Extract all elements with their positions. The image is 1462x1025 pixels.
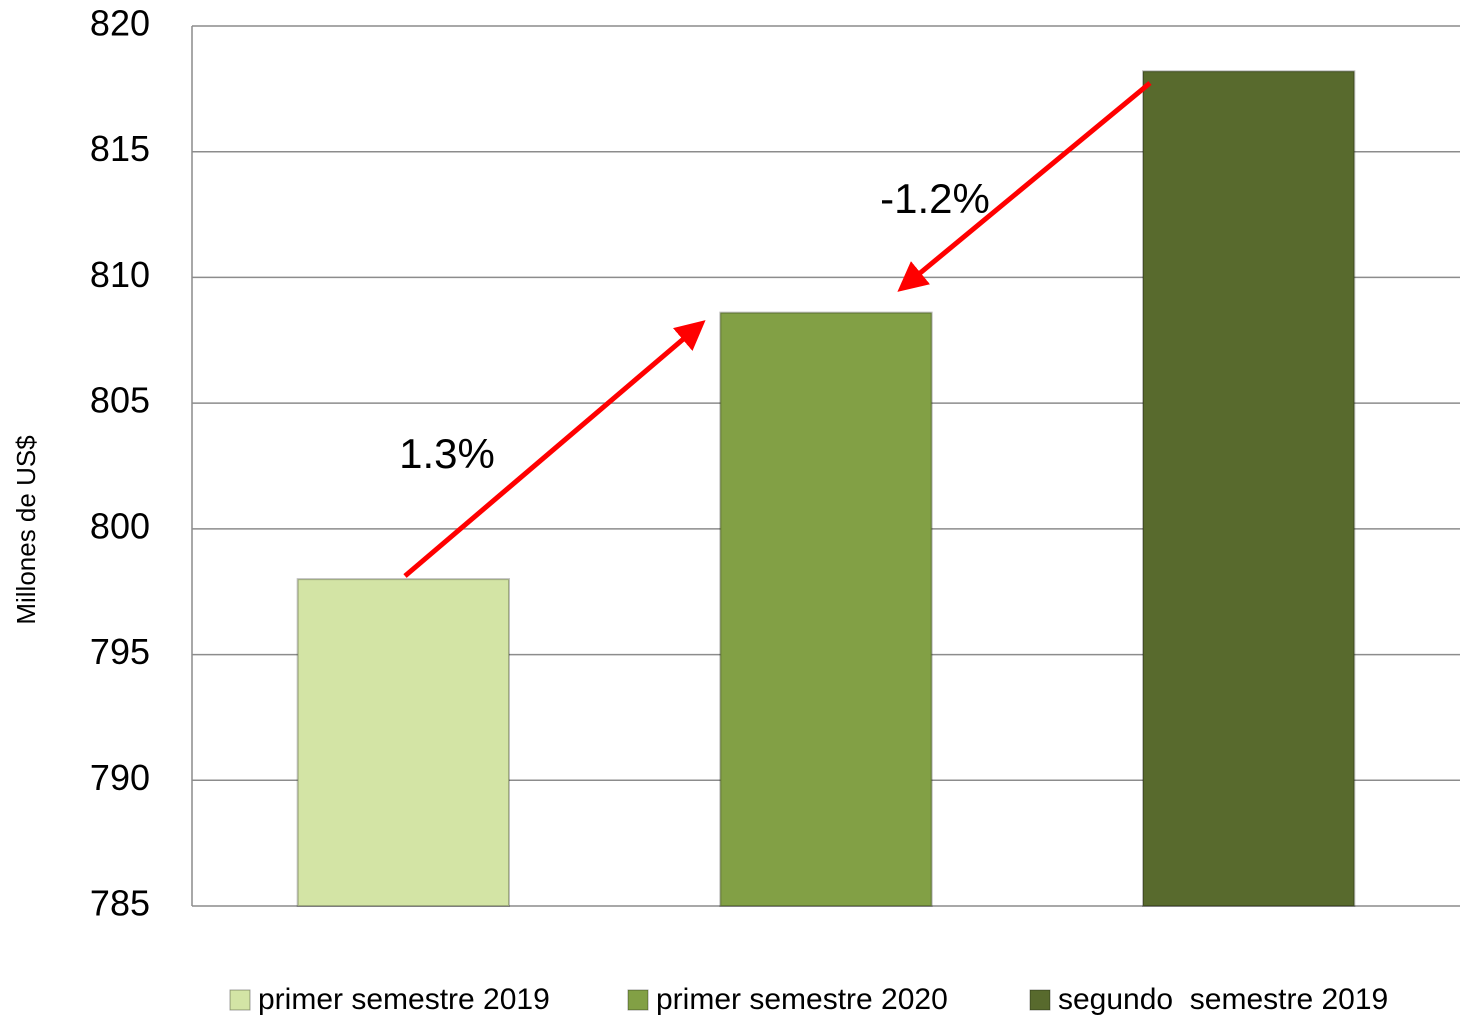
y-tick-label: 810 [90, 254, 150, 295]
legend-label: segundo semestre 2019 [1058, 983, 1388, 1016]
legend-swatch [229, 989, 251, 1011]
y-tick-label: 815 [90, 128, 150, 169]
bar [1142, 70, 1356, 907]
y-tick-label: 790 [90, 757, 150, 798]
y-axis-label: Millones de US$ [11, 435, 41, 625]
legend-label: primer semestre 2019 [258, 983, 550, 1016]
y-tick-label: 785 [90, 883, 150, 924]
annotation: -1.2% [880, 175, 990, 222]
arrow [897, 81, 1152, 292]
legend-label: primer semestre 2020 [656, 983, 948, 1016]
arrow [403, 320, 706, 578]
bar [719, 311, 933, 907]
legend-swatch [627, 989, 649, 1011]
y-tick-label: 805 [90, 380, 150, 421]
y-tick-label: 795 [90, 631, 150, 672]
annotation: 1.3% [399, 430, 495, 477]
legend-swatch [1029, 989, 1051, 1011]
bar [296, 578, 510, 908]
y-tick-label: 820 [90, 3, 150, 44]
y-tick-label: 800 [90, 505, 150, 546]
